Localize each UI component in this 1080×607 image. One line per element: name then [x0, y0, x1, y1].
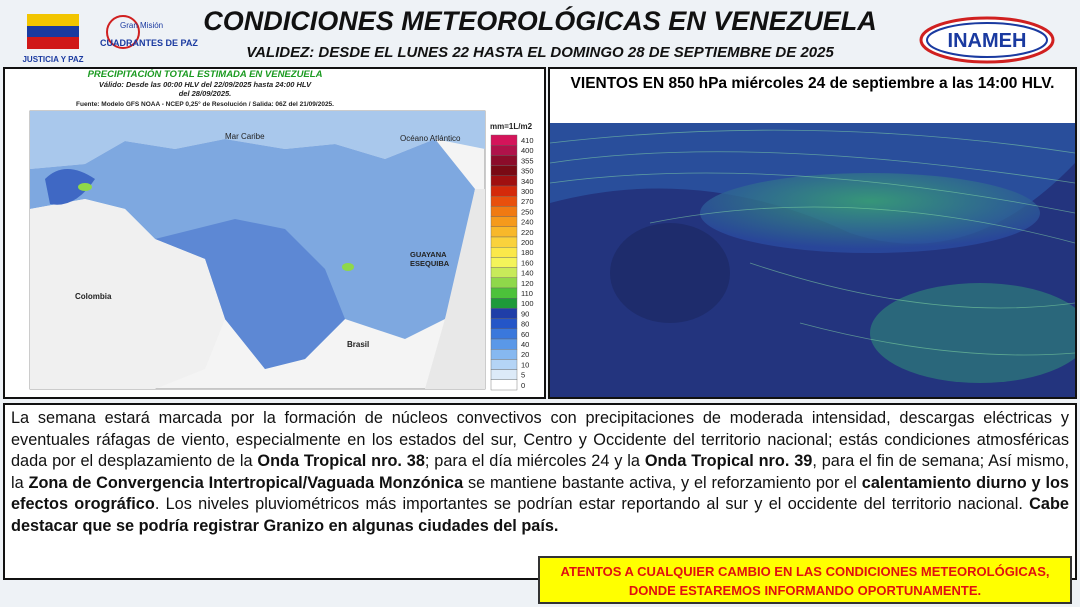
text-segment: . Los niveles pluviométricos más importa…	[154, 495, 1030, 514]
legend-swatch	[490, 287, 518, 299]
legend-label: 110	[521, 289, 533, 298]
map-validity: Válido: Desde las 00:00 HLV del 22/09/20…	[99, 80, 312, 89]
legend-label: 80	[521, 320, 529, 329]
legend-swatch	[490, 369, 518, 381]
text-segment: Zona de Convergencia Intertropical/Vagua…	[28, 473, 464, 492]
legend-swatch	[490, 165, 518, 176]
legend-swatch	[490, 308, 518, 319]
legend-label: 160	[521, 258, 534, 267]
legend-label: 10	[521, 360, 529, 369]
text-segment: Onda Tropical nro. 38	[257, 452, 425, 471]
legend-label: 200	[521, 238, 534, 247]
legend-label: 5	[521, 371, 525, 380]
wind-title: VIENTOS EN 850 hPa miércoles 24 de septi…	[570, 75, 1055, 92]
legend-swatch	[490, 216, 518, 228]
text-segment: se mantiene bastante activa, y el reforz…	[463, 473, 862, 492]
map-label: GUAYANA	[410, 250, 447, 259]
legend-swatch	[490, 359, 518, 370]
legend-swatch	[490, 246, 518, 258]
legend-swatch	[490, 379, 518, 391]
map-label: Colombia	[75, 292, 112, 301]
map-validity: del 28/09/2025.	[179, 89, 232, 98]
legend-swatch	[490, 297, 518, 309]
legend-label: 350	[521, 167, 534, 176]
legend-label: 20	[521, 350, 529, 359]
text-segment: ; para el día miércoles 24 y la	[424, 452, 645, 471]
forecast-text: La semana estará marcada por la formació…	[3, 403, 1077, 580]
legend-swatch	[490, 175, 518, 187]
legend-label: 180	[521, 248, 534, 257]
legend-swatch	[490, 267, 518, 279]
legend-swatch	[490, 185, 518, 197]
title: CONDICIONES METEOROLÓGICAS EN VENEZUELA	[203, 6, 877, 36]
notice-line: DONDE ESTAREMOS INFORMANDO OPORTUNAMENTE…	[628, 583, 982, 598]
legend-swatch	[490, 195, 518, 207]
legend-label: 120	[521, 279, 534, 288]
legend-label: 140	[521, 269, 534, 278]
legend-swatch	[490, 349, 518, 360]
legend-swatch	[490, 134, 518, 146]
legend-swatch	[490, 206, 518, 217]
legend-label: 60	[521, 330, 529, 339]
map-label: Mar Caribe	[225, 132, 265, 141]
legend-swatch	[490, 155, 518, 166]
precipitation-map: PRECIPITACIÓN TOTAL ESTIMADA EN VENEZUEL…	[5, 68, 544, 391]
text-segment: La semana estará marcada por la formació…	[11, 409, 1069, 471]
legend-label: 270	[521, 197, 534, 206]
logo-text: Gran Misión	[120, 21, 163, 30]
legend-label: 300	[521, 187, 534, 196]
legend-label: 355	[521, 156, 534, 165]
wind-map	[550, 123, 1075, 397]
map-label: ESEQUIBA	[410, 259, 450, 268]
text-segment: Onda Tropical nro. 39	[644, 452, 813, 471]
legend-label: 400	[521, 146, 534, 155]
legend-unit: mm=1L/m2	[490, 122, 533, 131]
legend-swatch	[490, 328, 518, 340]
precipitation-panel: PRECIPITACIÓN TOTAL ESTIMADA EN VENEZUEL…	[3, 67, 546, 399]
logo-text: JUSTICIA Y PAZ	[22, 55, 83, 64]
legend-label: 240	[521, 218, 534, 227]
header-logos: JUSTICIA Y PAZ Gran Misión CUADRANTES DE…	[22, 14, 1055, 64]
legend-label: 250	[521, 207, 534, 216]
legend-swatch	[490, 338, 518, 350]
wind-panel: VIENTOS EN 850 hPa miércoles 24 de septi…	[548, 67, 1077, 399]
text-segment: calentamiento diurno y los efectos orogr…	[11, 473, 1069, 514]
map-label: Océano Atlántico	[400, 134, 461, 143]
map-source: Fuente: Modelo GFS NOAA - NCEP 0,25° de …	[76, 100, 334, 108]
notice-box: ATENTOS A CUALQUIER CAMBIO EN LAS CONDIC…	[538, 556, 1072, 604]
logo-text: INAMEH	[948, 30, 1027, 52]
legend-swatch	[490, 226, 518, 238]
legend-swatch	[490, 277, 518, 289]
legend-label: 410	[521, 136, 534, 145]
legend-label: 40	[521, 340, 529, 349]
legend-swatch	[490, 257, 518, 268]
legend-label: 0	[521, 381, 525, 390]
map-title: PRECIPITACIÓN TOTAL ESTIMADA EN VENEZUEL…	[88, 69, 323, 80]
text-segment: , para el fin de semana; Así mismo, la	[11, 452, 1069, 492]
legend-label: 100	[521, 299, 534, 308]
legend-swatch	[490, 144, 518, 156]
legend-swatch	[490, 236, 518, 248]
logo-text: CUADRANTES DE PAZ	[100, 38, 198, 48]
legend-label: 340	[521, 177, 534, 186]
notice-line: ATENTOS A CUALQUIER CAMBIO EN LAS CONDIC…	[560, 564, 1050, 579]
legend-swatch	[490, 318, 518, 330]
map-label: Brasil	[347, 340, 369, 349]
legend-label: 90	[521, 309, 529, 318]
legend-label: 220	[521, 228, 534, 237]
subtitle: VALIDEZ: DESDE EL LUNES 22 HASTA EL DOMI…	[246, 44, 834, 61]
text-segment: Cabe destacar que se podría registrar Gr…	[11, 495, 1069, 535]
